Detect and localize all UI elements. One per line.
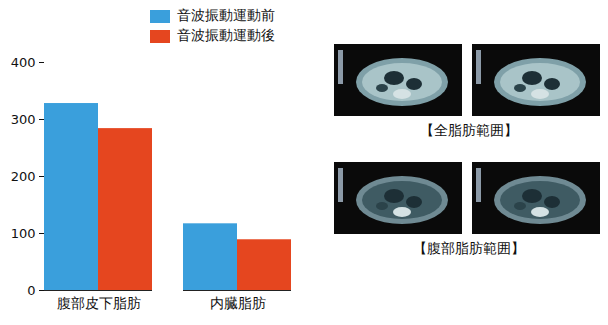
- svg-text:100: 100: [11, 226, 36, 241]
- html-text:【腹部脂肪範囲】: 【腹部脂肪範囲】: [413, 240, 525, 256]
- svg-text:200: 200: [11, 169, 36, 184]
- svg-text:400: 400: [11, 55, 36, 70]
- html-text:音波振動運動後: 音波振動運動後: [177, 27, 275, 43]
- html-text:音波振動運動前: 音波振動運動前: [177, 7, 275, 23]
- svg-text:0: 0: [27, 283, 35, 298]
- html-text:【全脂肪範囲】: 【全脂肪範囲】: [420, 122, 518, 138]
- svg-text:300: 300: [11, 112, 36, 127]
- svg-text:腹部皮下脂肪: 腹部皮下脂肪: [57, 295, 141, 311]
- svg-text:内臓脂肪: 内臓脂肪: [210, 295, 266, 311]
